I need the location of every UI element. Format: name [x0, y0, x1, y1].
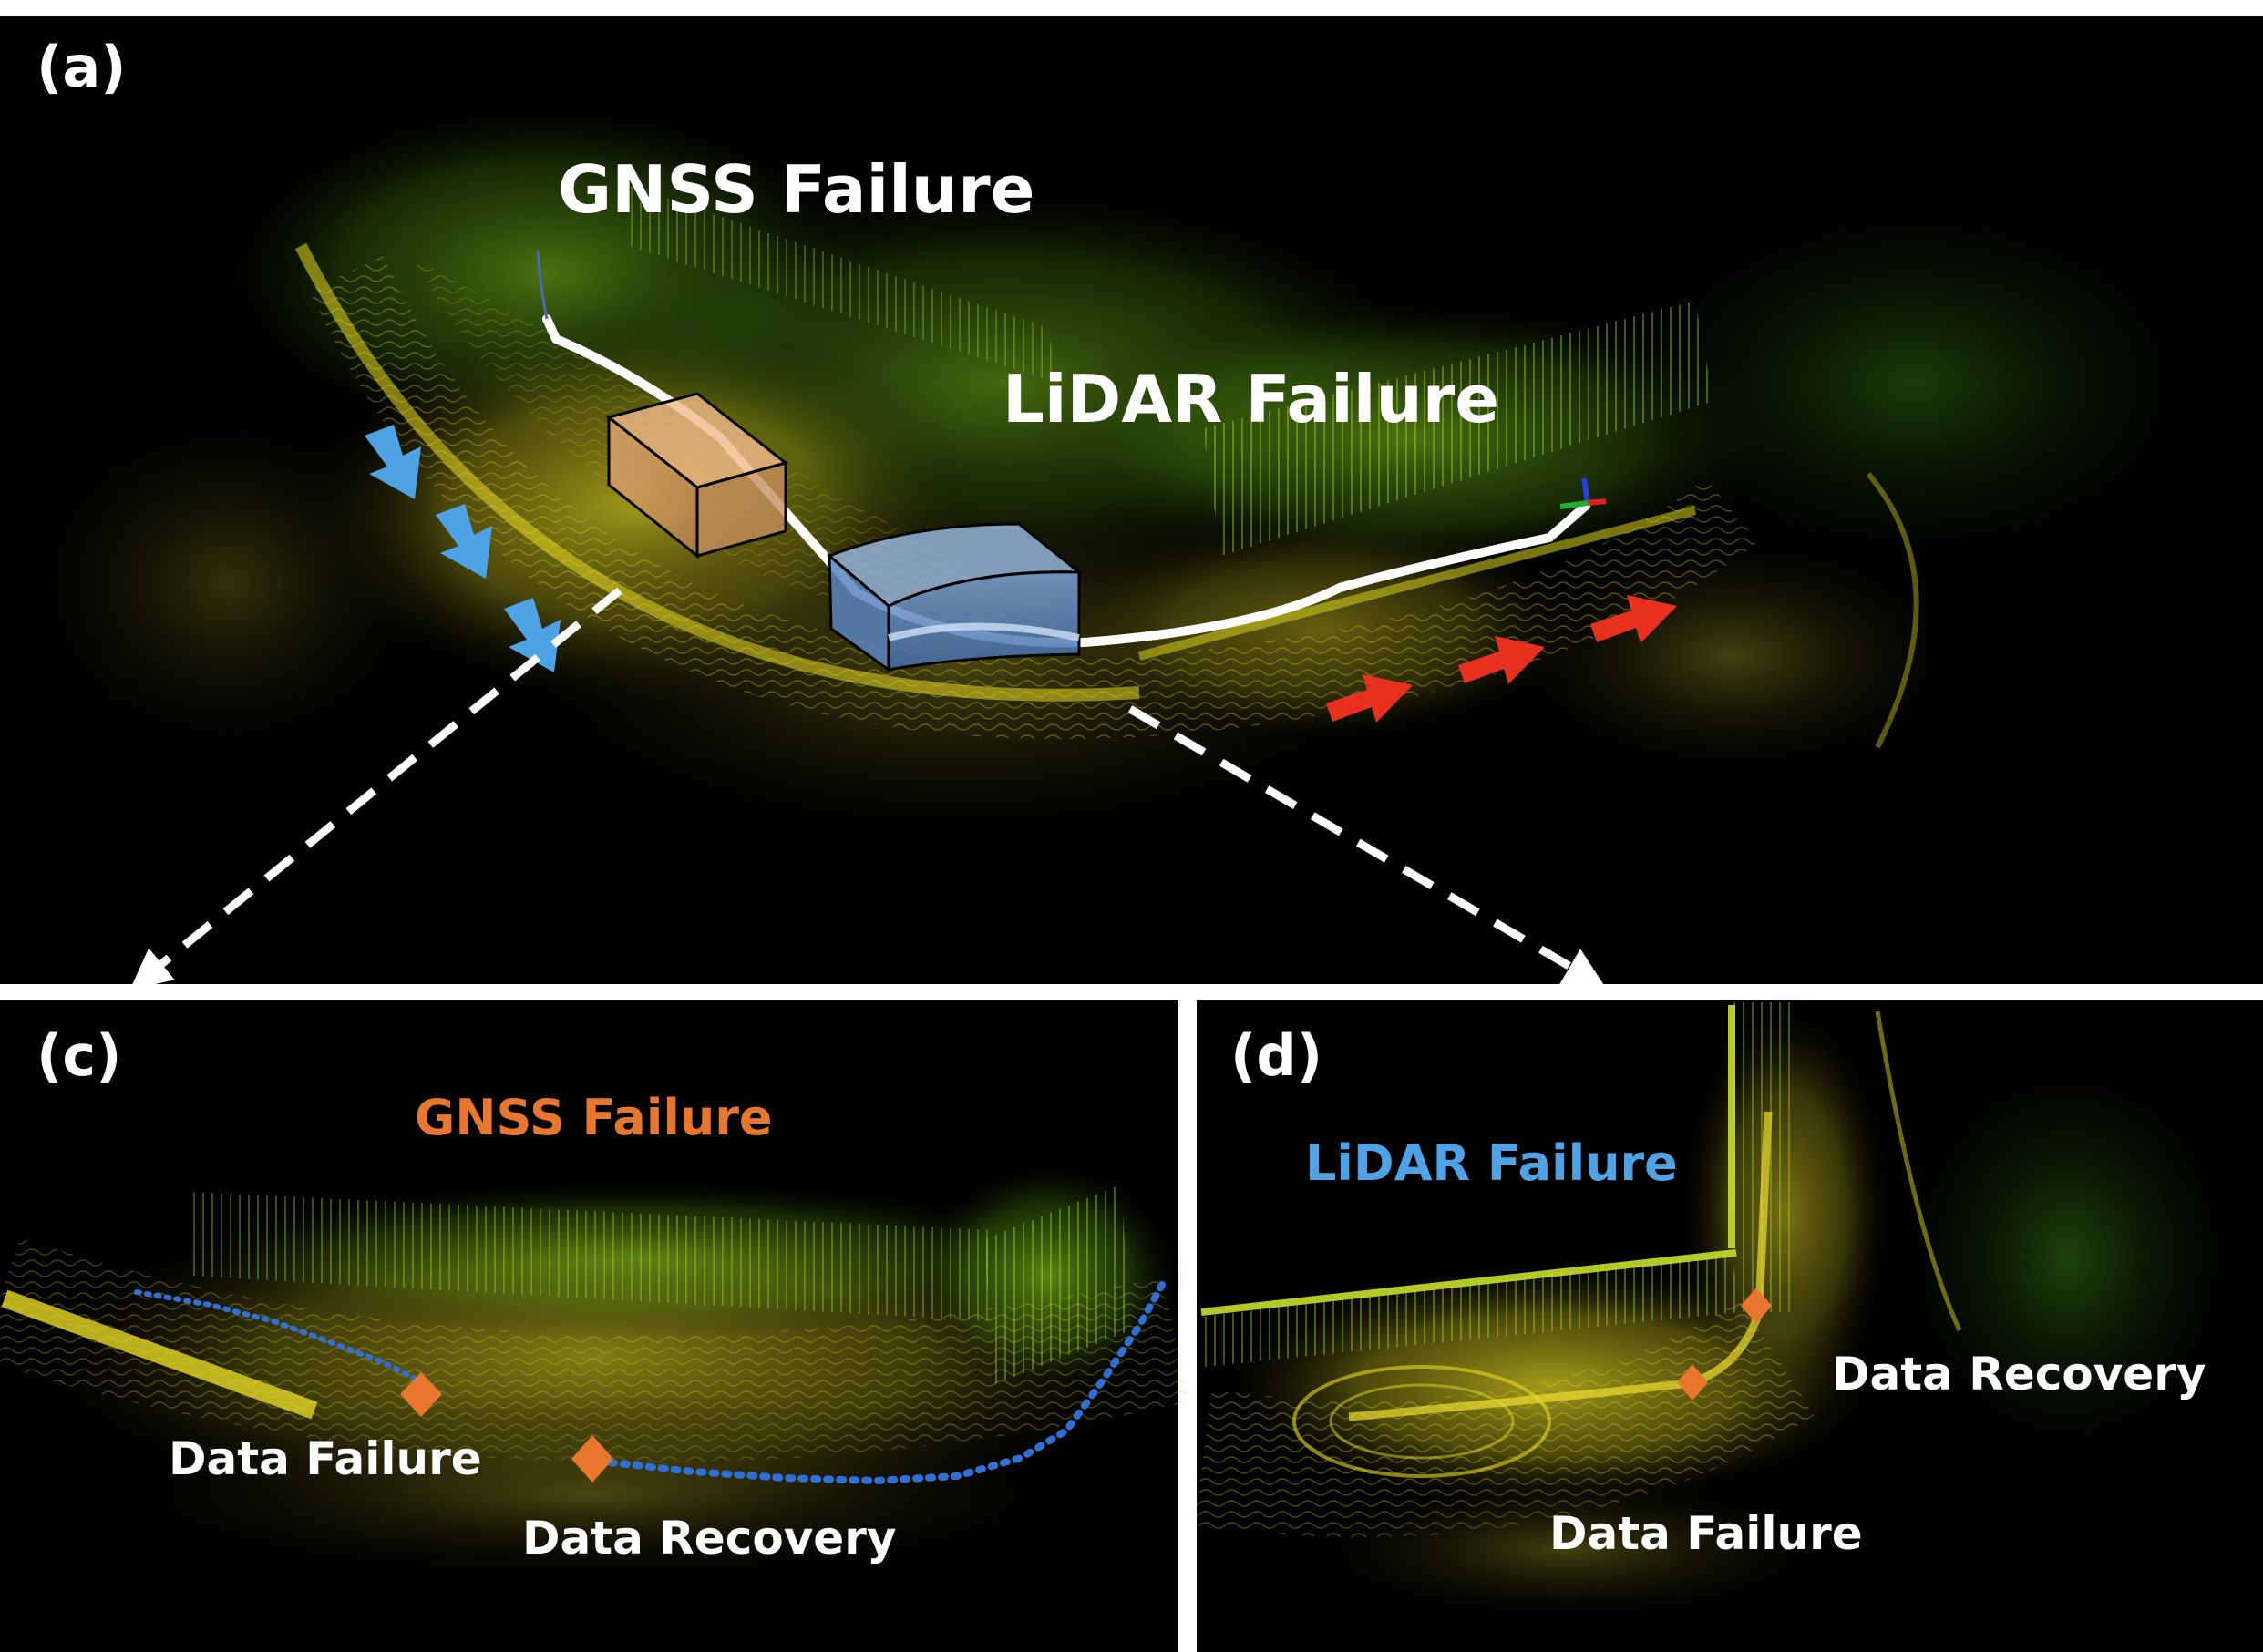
data-recovery-marker [571, 1435, 613, 1483]
gnss-recovery-trajectory [607, 1281, 1166, 1485]
panel-c-point-cloud [0, 1157, 1189, 1595]
lidar-recovery-trajectory [1348, 1111, 1773, 1421]
lidar-direction-arrows [365, 425, 561, 672]
sensor-axis-icon [1559, 477, 1607, 509]
blue-arrow-icon [365, 425, 421, 499]
lidar-failure-region-box [827, 522, 1084, 672]
panel-d-point-cloud [1194, 993, 2263, 1631]
blue-arrow-icon [504, 598, 561, 672]
panel-a: (a) GNSS Failure LiDAR Failure [0, 16, 2263, 990]
gnss-failure-region-box [605, 392, 789, 559]
panel-d-title: LiDAR Failure [1305, 1134, 1678, 1192]
blue-arrow-icon [436, 504, 492, 579]
red-arrow-icon [1326, 674, 1413, 723]
lidar-failure-label: LiDAR Failure [1003, 361, 1499, 437]
panel-c-letter: (c) [36, 1022, 121, 1089]
red-arrow-icon [1458, 636, 1545, 684]
panel-c-recovery-label: Data Recovery [522, 1512, 896, 1565]
zoom-guide-to-d [1127, 705, 1606, 988]
lidar-failure-marker [1677, 1364, 1708, 1401]
panel-d-letter: (d) [1230, 1022, 1322, 1089]
lidar-recovery-marker [1741, 1288, 1772, 1324]
panel-c-title: GNSS Failure [415, 1089, 773, 1146]
data-failure-marker [400, 1372, 442, 1417]
panel-d: (d) LiDAR Failure Data Recovery Data Fai… [1194, 993, 2263, 1652]
gnss-recovered-trajectory [134, 1289, 427, 1386]
panel-c-failure-label: Data Failure [169, 1432, 482, 1485]
panel-a-letter: (a) [36, 34, 127, 100]
red-arrow-icon [1590, 595, 1677, 643]
panel-c: (c) GNSS Failure Data Failure Data Recov… [0, 1000, 1189, 1652]
panel-d-failure-label: Data Failure [1549, 1507, 1863, 1560]
gnss-failure-label: GNSS Failure [558, 151, 1034, 228]
panel-d-recovery-label: Data Recovery [1832, 1348, 2206, 1401]
gnss-direction-arrows [1326, 595, 1677, 723]
